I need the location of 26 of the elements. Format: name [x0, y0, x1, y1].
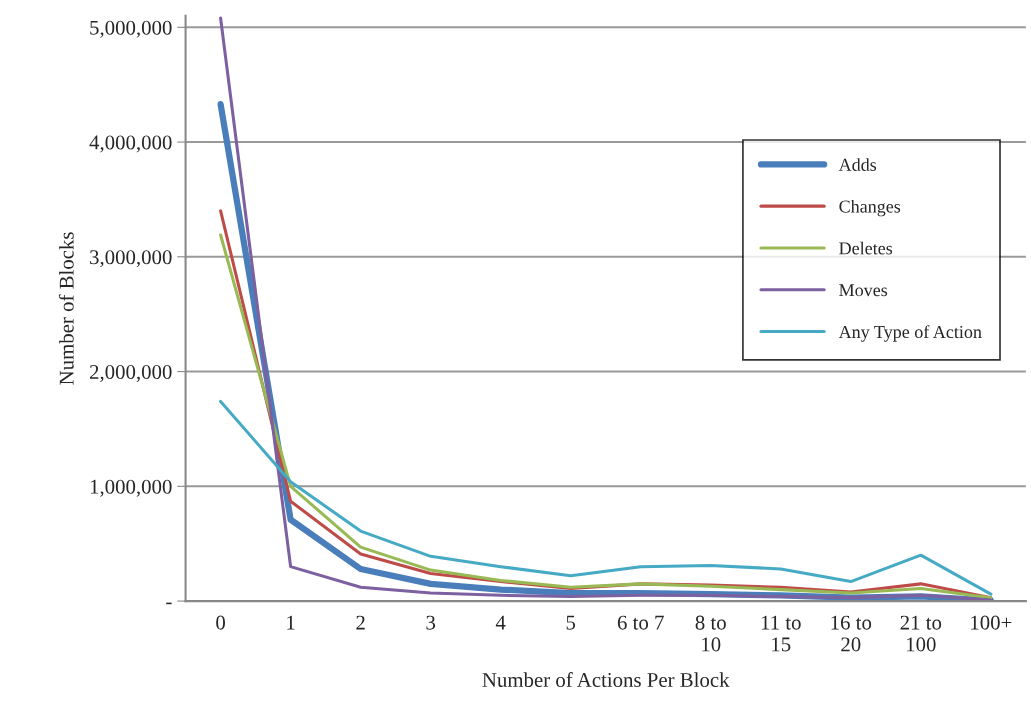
legend-label: Changes [839, 199, 901, 217]
y-tick-label: - [166, 602, 172, 605]
x-tick-label: 16 to 20 [831, 615, 872, 652]
y-axis-title: Number of Blocks [58, 232, 74, 385]
y-tick-label: 2,000,000 [89, 364, 172, 382]
legend-label: Moves [839, 284, 888, 297]
legend-label: Any Type of Action [838, 325, 982, 342]
x-tick-label: 2 [356, 615, 365, 630]
y-tick-label: 4,000,000 [89, 135, 172, 153]
legend-label: Deletes [839, 241, 893, 255]
x-tick-label: 6 to 7 [617, 615, 664, 630]
x-tick-label: 21 to 100 [900, 615, 942, 652]
x-tick-label: 5 [566, 615, 576, 630]
x-tick-label: 0 [216, 615, 226, 630]
x-tick-label: 11 to 15 [761, 615, 801, 652]
y-tick-label: 3,000,000 [90, 250, 172, 268]
legend-label: Adds [838, 158, 877, 171]
y-tick-label: 1,000,000 [90, 479, 172, 497]
y-tick-label: 5,000,000 [90, 20, 172, 38]
x-tick-label: 1 [287, 615, 295, 630]
x-tick-label: 100+ [971, 615, 1012, 630]
x-tick-label: 8 to 10 [695, 615, 726, 652]
line-series [219, 399, 993, 596]
x-axis-title: Number of Actions Per Block [482, 672, 730, 687]
x-tick-label: 4 [495, 615, 506, 630]
x-tick-label: 3 [426, 615, 436, 630]
